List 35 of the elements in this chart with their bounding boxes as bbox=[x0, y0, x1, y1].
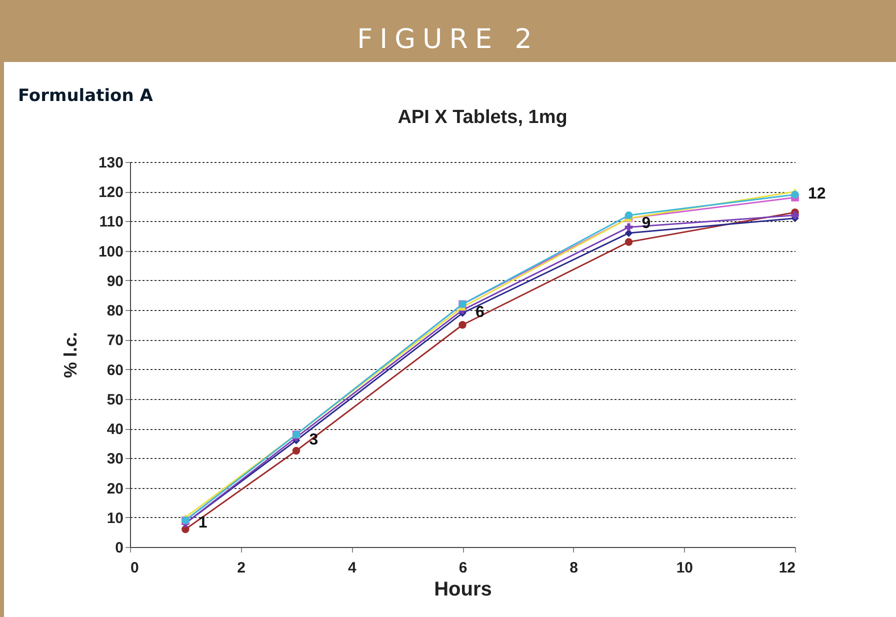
point bbox=[624, 211, 633, 220]
caption: FIGURE 2 bbox=[0, 0, 896, 62]
y-tick-label: 120 bbox=[98, 184, 124, 202]
y-tick-label: 60 bbox=[106, 362, 124, 379]
y-tick-label: 50 bbox=[106, 391, 124, 408]
y-tick-label: 90 bbox=[106, 272, 124, 290]
y-tick-label: 100 bbox=[98, 243, 124, 260]
y-tick-label: 30 bbox=[106, 450, 124, 468]
x-tick-label: 6 bbox=[458, 560, 468, 576]
x-tick-label: 2 bbox=[237, 560, 246, 576]
x-tick-label: 10 bbox=[676, 560, 694, 576]
point bbox=[624, 238, 633, 246]
x-tick-label: 12 bbox=[778, 560, 796, 576]
y-tick-label: 0 bbox=[115, 540, 124, 556]
point bbox=[458, 321, 466, 329]
x-axis-title: Hours bbox=[434, 578, 492, 600]
point bbox=[624, 223, 633, 232]
y-tick-label: 20 bbox=[106, 480, 124, 498]
text: Formulation A bbox=[18, 86, 153, 106]
point bbox=[791, 190, 799, 198]
y-tick-label: 40 bbox=[106, 421, 124, 438]
y-tick-label: 110 bbox=[99, 214, 124, 231]
annotation: 12 bbox=[808, 186, 826, 203]
x-tick-label: 8 bbox=[570, 560, 578, 576]
point bbox=[791, 211, 799, 220]
x-tick-label: 4 bbox=[348, 560, 357, 576]
y-tick-label: 80 bbox=[106, 302, 124, 320]
y-tick-label: 130 bbox=[98, 154, 124, 172]
point bbox=[292, 446, 300, 455]
annotation: 1 bbox=[198, 514, 208, 532]
y-tick-label: 10 bbox=[106, 510, 124, 527]
y-axis-title: % l.c. bbox=[60, 332, 80, 378]
x-tick-label: 0 bbox=[130, 560, 139, 576]
chart-title: API X Tablets, 1mg bbox=[398, 107, 568, 128]
y-tick-label: 70 bbox=[106, 332, 124, 350]
